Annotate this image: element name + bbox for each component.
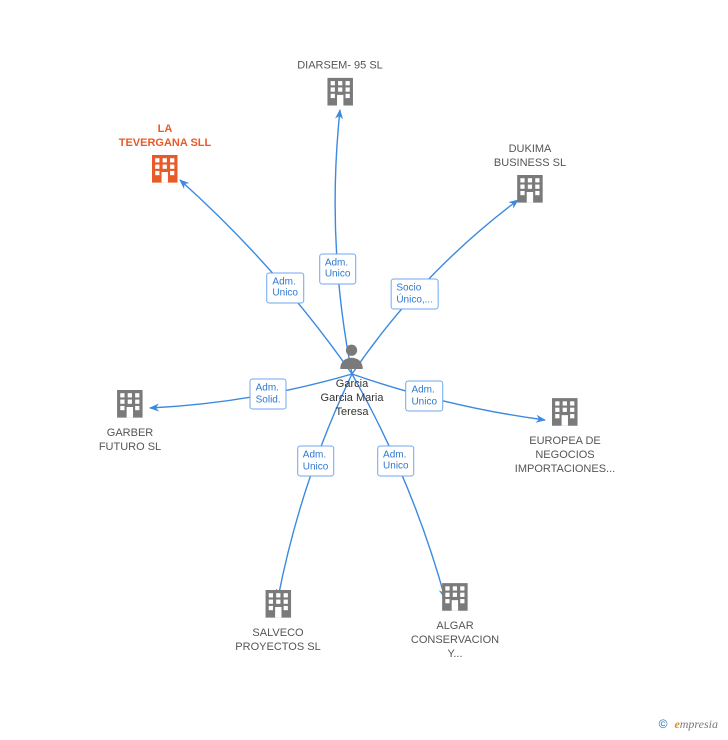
company-node-garber[interactable]: GARBER FUTURO SL [99, 386, 161, 455]
company-label: EUROPEA DE NEGOCIOS IMPORTACIONES... [515, 435, 615, 476]
watermark: © empresia [659, 717, 718, 732]
company-node-diarsem[interactable]: DIARSEM- 95 SL [297, 58, 383, 113]
company-label: GARBER FUTURO SL [99, 427, 161, 455]
company-node-dukima[interactable]: DUKIMA BUSINESS SL [494, 141, 566, 210]
building-icon [438, 579, 472, 618]
company-label: LA TEVERGANA SLL [119, 123, 212, 151]
company-label: ALGAR CONSERVACION Y... [411, 620, 499, 661]
edge-diarsem [335, 110, 352, 374]
company-node-europea[interactable]: EUROPEA DE NEGOCIOS IMPORTACIONES... [515, 394, 615, 476]
center-label: Garcia Garcia Maria Teresa [321, 378, 384, 419]
company-node-tevergana[interactable]: LA TEVERGANA SLL [119, 121, 212, 190]
building-icon [323, 73, 357, 112]
company-label: DUKIMA BUSINESS SL [494, 143, 566, 171]
company-label: SALVECO PROYECTOS SL [235, 627, 320, 655]
company-label: DIARSEM- 95 SL [297, 60, 383, 74]
person-icon [337, 341, 367, 376]
company-node-salveco[interactable]: SALVECO PROYECTOS SL [235, 586, 320, 655]
edge-label-dukima: Socio Único,... [390, 279, 439, 310]
building-icon [513, 170, 547, 209]
building-icon [261, 586, 295, 625]
copyright-symbol: © [659, 717, 668, 731]
edge-label-salveco: Adm. Unico [297, 446, 335, 477]
edge-label-europea: Adm. Unico [405, 381, 443, 412]
brand-rest: mpresia [680, 717, 718, 731]
building-icon [148, 150, 182, 189]
building-icon [548, 394, 582, 433]
building-icon [113, 386, 147, 425]
edge-label-algar: Adm. Unico [377, 445, 415, 476]
edge-label-garber: Adm. Solid. [250, 379, 287, 410]
company-node-algar[interactable]: ALGAR CONSERVACION Y... [411, 579, 499, 661]
edge-label-tevergana: Adm. Unico [266, 272, 304, 303]
center-person-node[interactable]: Garcia Garcia Maria Teresa [321, 341, 384, 419]
edge-label-diarsem: Adm. Unico [319, 253, 357, 284]
